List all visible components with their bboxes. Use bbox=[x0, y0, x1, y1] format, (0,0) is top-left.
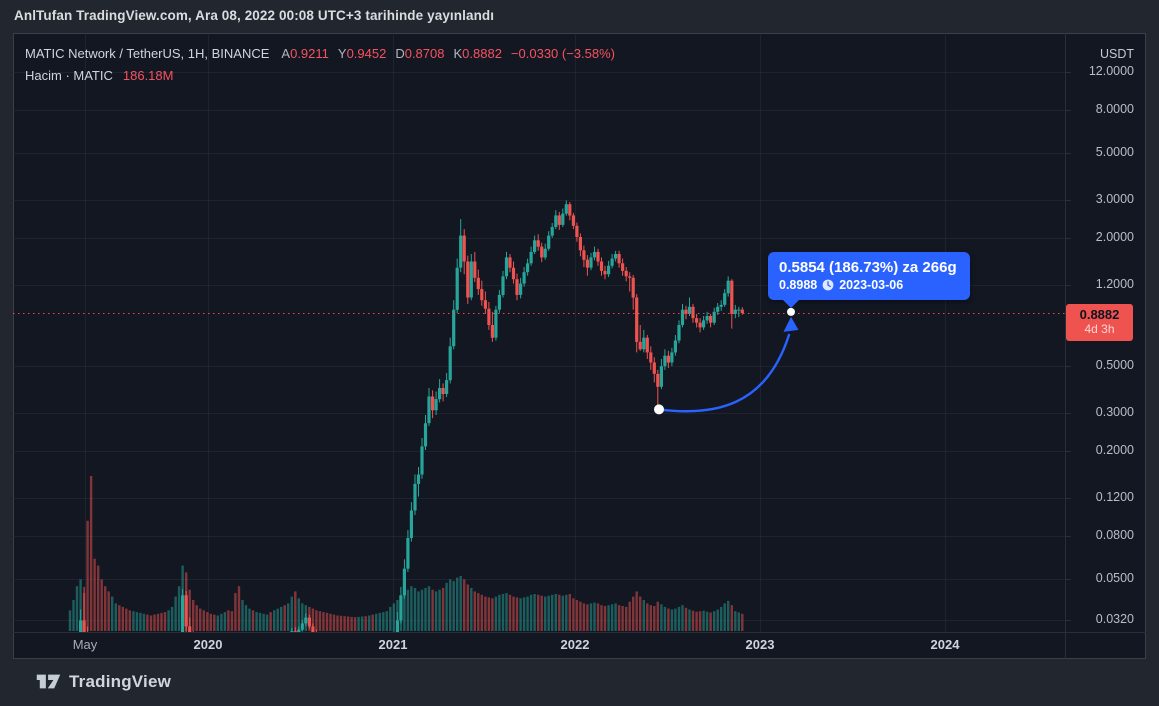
clock-icon bbox=[822, 279, 834, 291]
footer-brand-link[interactable]: TradingView bbox=[36, 671, 171, 692]
chart-pane bbox=[13, 33, 1146, 659]
tradingview-logo-icon bbox=[36, 674, 61, 689]
symbol-title[interactable]: MATIC Network / TetherUS, 1H, BINANCE bbox=[25, 46, 270, 61]
change-value: −0.0330 (−3.58%) bbox=[510, 46, 615, 61]
chart-legend: MATIC Network / TetherUS, 1H, BINANCE A0.… bbox=[25, 46, 615, 84]
ohlc-high: Y0.9452 bbox=[337, 46, 387, 61]
ohlc-low: D0.8708 bbox=[395, 46, 445, 61]
attribution-text: AnlTufan TradingView.com, Ara 08, 2022 0… bbox=[14, 8, 495, 23]
ohlc-close: K0.8882 bbox=[453, 46, 502, 61]
projection-callout: 0.5854 (186.73%) za 266g 0.8988 2023-03-… bbox=[768, 252, 970, 308]
volume-legend-value: 186.18M bbox=[122, 68, 174, 83]
projection-price: 0.8988 bbox=[779, 278, 818, 292]
volume-legend-label[interactable]: Hacim · MATIC bbox=[25, 68, 113, 83]
footer-brand-text: TradingView bbox=[69, 671, 172, 691]
projection-date: 2023-03-06 bbox=[839, 278, 904, 292]
projection-change-text: 0.5854 (186.73%) za 266g bbox=[779, 259, 957, 276]
ohlc-open: A0.9211 bbox=[281, 46, 329, 61]
chart-canvas[interactable] bbox=[13, 33, 1146, 659]
bar-countdown: 4d 3h bbox=[1084, 322, 1115, 336]
last-price-badge: 0.8882 4d 3h bbox=[1066, 304, 1133, 341]
last-price-value: 0.8882 bbox=[1079, 307, 1120, 322]
